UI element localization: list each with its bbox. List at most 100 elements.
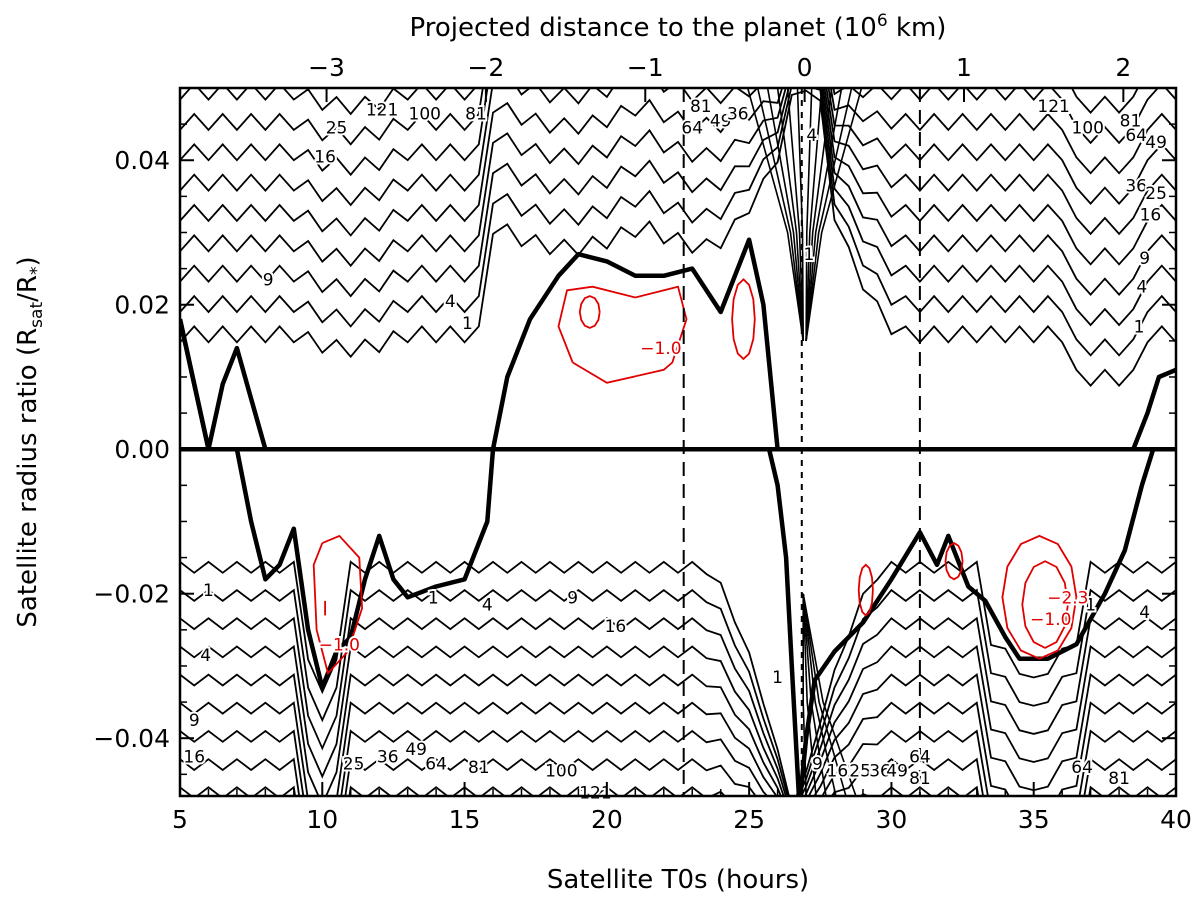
negative-contours (312, 278, 1078, 676)
x-axis-title: Satellite T0s (hours) (547, 865, 809, 895)
y-tick-label: 0.00 (114, 435, 170, 464)
top-axis-title-main: Projected distance to the planet (10 (410, 13, 877, 43)
contour-label: 16 (605, 617, 627, 637)
contour-label: 100 (1072, 119, 1104, 139)
contour-label: 64 (1071, 758, 1093, 778)
top-axis-title-sup: 6 (877, 11, 888, 31)
upper-contour-16 (180, 88, 1176, 296)
upper-contour-4 (180, 88, 1176, 357)
thick-contour-thick-upper-curve (180, 318, 268, 452)
lower-contour-1 (180, 560, 1176, 796)
red-contour (944, 542, 964, 581)
lower-contour-9 (180, 616, 1176, 796)
contour-label: 49 (405, 740, 427, 760)
contour-lines (180, 88, 1176, 796)
contour-label: 36 (727, 104, 749, 124)
planet-contour-lower (802, 593, 817, 796)
x-tick-label: 20 (591, 805, 623, 834)
contour-label: 4 (806, 126, 817, 146)
contour-label: 4 (1139, 603, 1150, 623)
top-tick-label: 0 (797, 53, 813, 82)
y-axis-title-sub1: sat (27, 302, 47, 328)
contour-label: 9 (1139, 249, 1150, 269)
contour-label: 64 (909, 747, 931, 767)
planet-contour-lower (802, 593, 837, 796)
x-tick-label: 25 (733, 805, 765, 834)
top-tick-label: −1 (627, 53, 664, 82)
x-tick-label: 40 (1160, 805, 1192, 834)
red-contour (1001, 534, 1078, 660)
y-axis-title: Satellite radius ratio (Rsat/R*) (13, 256, 47, 627)
x-tick-label: 5 (172, 805, 188, 834)
planet-contour (746, 88, 804, 342)
x-tick-label: 35 (1018, 805, 1050, 834)
contour-label: 1 (1085, 596, 1096, 616)
contour-label: 16 (1140, 205, 1162, 225)
contour-label: 1 (203, 581, 214, 601)
red-contour (1021, 560, 1069, 649)
y-tick-label: −0.02 (93, 580, 170, 609)
contour-label: −2.3 (1047, 588, 1088, 608)
contour-label: 16 (314, 148, 336, 168)
lower-contour-64 (180, 757, 1176, 796)
contour-label: 36 (869, 762, 891, 782)
contour-label: 81 (1120, 112, 1142, 132)
thick-contour-thick-drop (766, 448, 802, 796)
contour-label: 9 (567, 588, 578, 608)
red-contour (557, 285, 688, 384)
y-tick-label: 0.02 (114, 291, 170, 320)
thick-contour-thick-lower (222, 446, 496, 690)
contour-label: 4 (482, 596, 493, 616)
x-tick-label: 15 (449, 805, 481, 834)
lower-contour-49 (180, 729, 1176, 796)
contour-label: 36 (377, 747, 399, 767)
contour-label: 4 (1136, 278, 1147, 298)
lower-contour-4 (180, 588, 1176, 796)
planet-contour (756, 88, 804, 341)
x-tick-label: 30 (876, 805, 908, 834)
contour-label: 64 (425, 754, 447, 774)
top-tick-label: 2 (1115, 53, 1131, 82)
contour-label: 25 (1145, 184, 1167, 204)
planet-contour (805, 88, 833, 341)
contour-label: −1.0 (319, 635, 360, 655)
contour-label: 64 (1125, 126, 1147, 146)
contour-label: 81 (909, 769, 931, 789)
planet-contour (805, 88, 853, 341)
contour-label: 64 (681, 119, 703, 139)
upper-contour-9 (180, 88, 1176, 327)
y-axis-title-mid: /R (13, 275, 43, 302)
red-contour (578, 295, 601, 329)
contour-label: 121 (1037, 97, 1069, 117)
contour-label: 9 (189, 711, 200, 731)
planet-contour (805, 88, 843, 341)
contour-label: 4 (445, 292, 456, 312)
contour-label: 9 (812, 754, 823, 774)
upper-contour-49 (180, 88, 1176, 205)
contour-label: 100 (545, 762, 577, 782)
contour-label: 49 (886, 762, 908, 782)
thick-contour-thick-lower-right (798, 448, 1156, 796)
red-contour (857, 563, 874, 617)
contour-label: 1 (772, 668, 783, 688)
axis-ticks: 5 10 15 20 25 30 35 40−0.04−0.020.000.020.04−3−… (93, 53, 1192, 834)
top-axis-title-end: km) (888, 13, 947, 43)
y-axis-title-main: Satellite radius ratio (R (13, 328, 43, 628)
contour-label: 100 (409, 104, 441, 124)
upper-contour-64 (180, 88, 1176, 175)
contour-label: 49 (1145, 133, 1167, 153)
contour-label: 1 (803, 245, 814, 265)
red-contour (731, 278, 756, 361)
top-tick-label: 1 (956, 53, 972, 82)
contour-label: 81 (690, 97, 712, 117)
contour-label: 16 (827, 762, 849, 782)
y-tick-label: −0.04 (93, 724, 170, 753)
contour-label: 25 (343, 754, 365, 774)
contour-label: −1.0 (1030, 610, 1071, 630)
upper-contour-1 (180, 89, 1176, 387)
contour-label: 1 (462, 314, 473, 334)
planet-contour (766, 88, 804, 341)
top-tick-label: −3 (308, 53, 345, 82)
